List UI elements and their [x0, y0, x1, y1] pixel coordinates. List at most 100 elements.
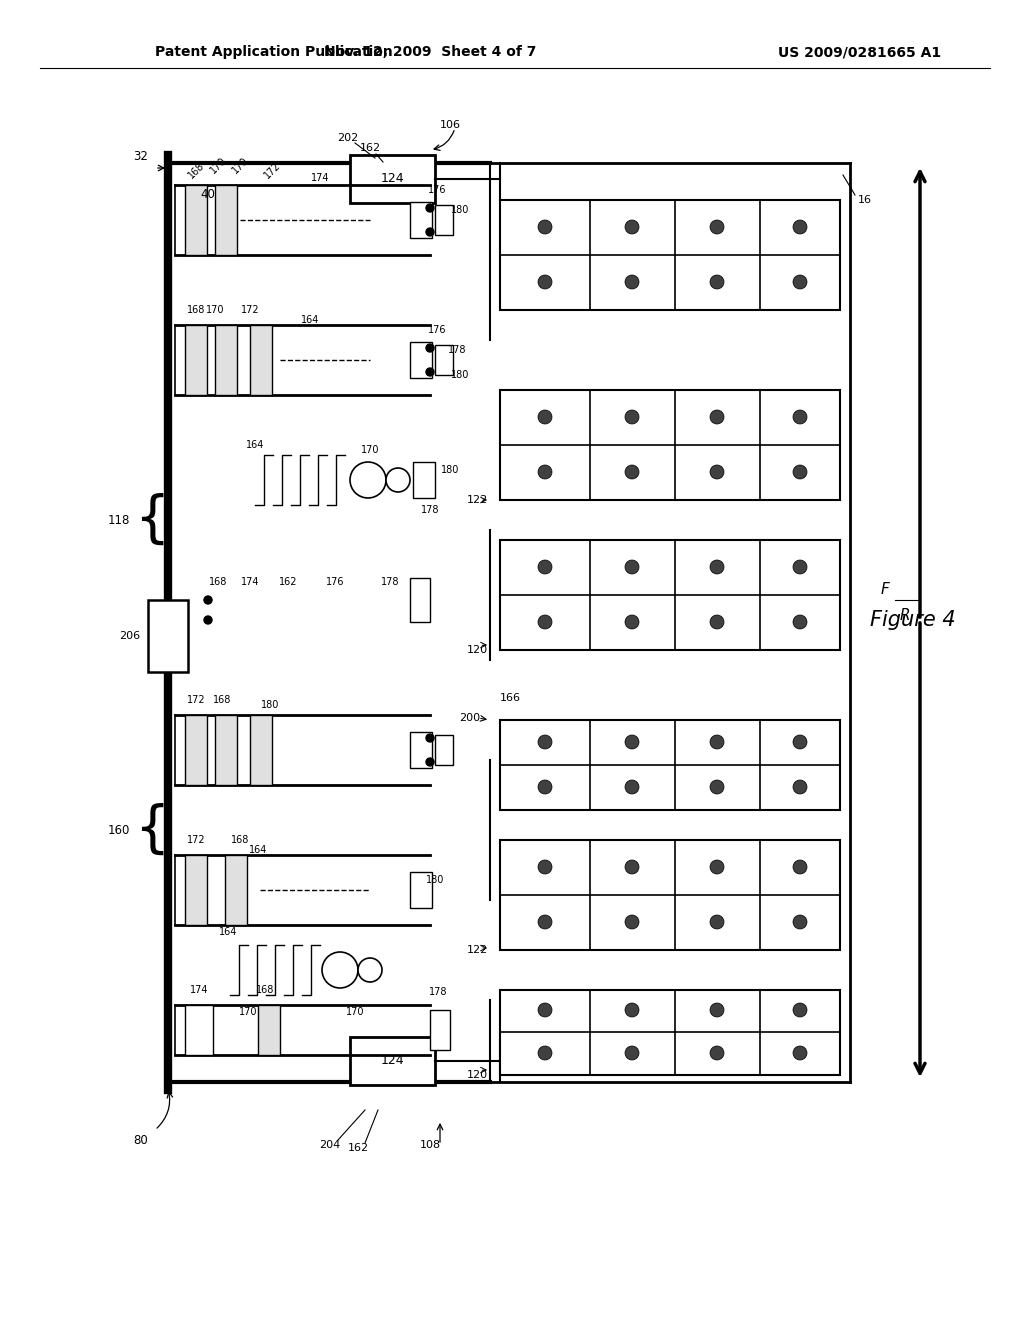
- Text: 40: 40: [200, 189, 215, 202]
- Bar: [185, 1005, 213, 1055]
- Circle shape: [710, 560, 724, 574]
- Text: 32: 32: [133, 150, 148, 164]
- Circle shape: [538, 411, 552, 424]
- Text: 164: 164: [249, 845, 267, 855]
- Circle shape: [426, 205, 434, 213]
- Text: 160: 160: [108, 824, 130, 837]
- Circle shape: [625, 1045, 639, 1060]
- Circle shape: [426, 345, 434, 352]
- Text: 178: 178: [421, 506, 439, 515]
- Bar: [185, 855, 207, 925]
- Text: 172: 172: [241, 305, 259, 315]
- Circle shape: [793, 1003, 807, 1016]
- Text: 162: 162: [347, 1143, 369, 1152]
- Circle shape: [350, 462, 386, 498]
- Text: 180: 180: [451, 370, 469, 380]
- Text: 164: 164: [301, 315, 319, 325]
- Text: 170: 170: [239, 1007, 257, 1016]
- Text: 162: 162: [359, 143, 381, 153]
- Text: 174: 174: [189, 985, 208, 995]
- Circle shape: [710, 411, 724, 424]
- Text: 166: 166: [500, 693, 520, 704]
- Circle shape: [793, 411, 807, 424]
- Circle shape: [538, 275, 552, 289]
- Text: 108: 108: [420, 1140, 440, 1150]
- Bar: [500, 540, 840, 649]
- Circle shape: [625, 411, 639, 424]
- Text: 170: 170: [346, 1007, 365, 1016]
- Circle shape: [793, 735, 807, 748]
- Circle shape: [426, 734, 434, 742]
- Bar: [500, 719, 840, 810]
- Text: 118: 118: [108, 513, 130, 527]
- Bar: [410, 733, 432, 768]
- Circle shape: [204, 616, 212, 624]
- Circle shape: [710, 615, 724, 630]
- Circle shape: [625, 275, 639, 289]
- Text: 180: 180: [426, 875, 444, 884]
- Circle shape: [625, 465, 639, 479]
- Text: 174: 174: [310, 173, 330, 183]
- Text: Nov. 12, 2009  Sheet 4 of 7: Nov. 12, 2009 Sheet 4 of 7: [324, 45, 537, 59]
- Text: 176: 176: [428, 325, 446, 335]
- Circle shape: [538, 615, 552, 630]
- Circle shape: [538, 1003, 552, 1016]
- Text: 180: 180: [261, 700, 280, 710]
- Circle shape: [538, 465, 552, 479]
- Circle shape: [793, 1045, 807, 1060]
- Circle shape: [793, 275, 807, 289]
- Bar: [185, 185, 207, 255]
- Bar: [435, 735, 453, 766]
- Circle shape: [386, 469, 410, 492]
- Text: 16: 16: [858, 195, 872, 205]
- Text: 80: 80: [133, 1134, 148, 1147]
- Text: 124: 124: [380, 173, 403, 186]
- Circle shape: [426, 228, 434, 236]
- Text: 164: 164: [246, 440, 264, 450]
- Circle shape: [710, 861, 724, 874]
- Bar: [500, 201, 840, 310]
- Text: 174: 174: [241, 577, 259, 587]
- Circle shape: [204, 597, 212, 605]
- Circle shape: [625, 220, 639, 234]
- Circle shape: [625, 780, 639, 795]
- Circle shape: [625, 915, 639, 929]
- Text: 176: 176: [428, 185, 446, 195]
- Text: {: {: [134, 492, 170, 546]
- Circle shape: [538, 1045, 552, 1060]
- Text: 168: 168: [230, 836, 249, 845]
- Bar: [225, 855, 247, 925]
- Text: 200: 200: [460, 713, 480, 723]
- Bar: [250, 715, 272, 785]
- Text: 122: 122: [467, 945, 488, 954]
- Circle shape: [793, 220, 807, 234]
- Bar: [185, 325, 207, 395]
- Bar: [250, 325, 272, 395]
- Bar: [350, 1038, 435, 1085]
- Text: 202: 202: [337, 133, 358, 143]
- Text: 106: 106: [439, 120, 461, 129]
- Text: 180: 180: [451, 205, 469, 215]
- Circle shape: [710, 1045, 724, 1060]
- Circle shape: [426, 368, 434, 376]
- Bar: [500, 840, 840, 950]
- Circle shape: [625, 861, 639, 874]
- Circle shape: [710, 780, 724, 795]
- Bar: [410, 342, 432, 378]
- Circle shape: [710, 220, 724, 234]
- Bar: [258, 1005, 280, 1055]
- Text: 168: 168: [256, 985, 274, 995]
- Text: Patent Application Publication: Patent Application Publication: [155, 45, 393, 59]
- Circle shape: [538, 735, 552, 748]
- Bar: [410, 202, 432, 238]
- Bar: [435, 205, 453, 235]
- Text: 122: 122: [467, 495, 488, 506]
- Text: 204: 204: [319, 1140, 341, 1150]
- Circle shape: [710, 1003, 724, 1016]
- Text: 170: 170: [230, 154, 250, 176]
- Circle shape: [538, 915, 552, 929]
- Text: {: {: [134, 803, 170, 857]
- Circle shape: [793, 560, 807, 574]
- Bar: [410, 578, 430, 622]
- Bar: [500, 990, 840, 1074]
